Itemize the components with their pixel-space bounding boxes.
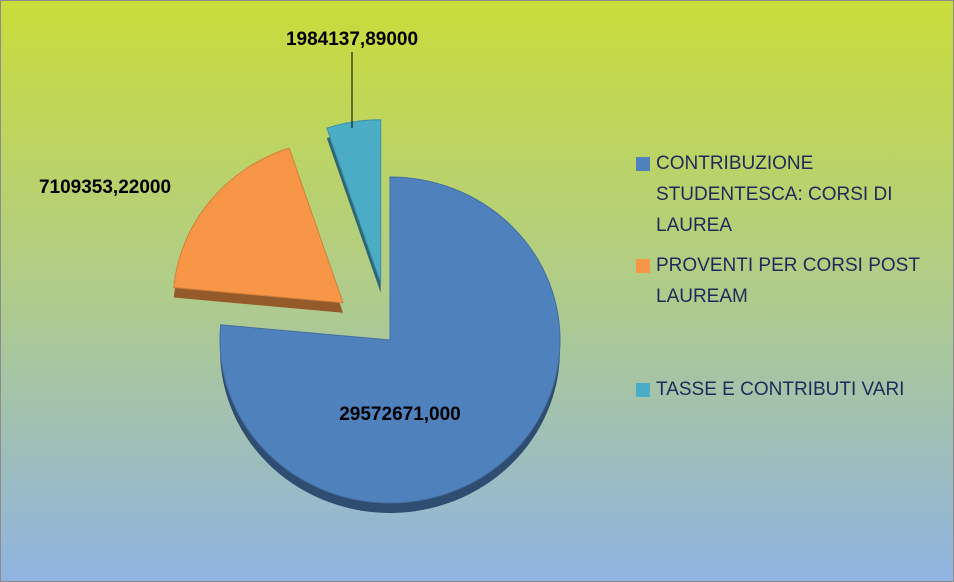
slice <box>326 119 382 283</box>
value-label: 29572671,000 <box>339 404 461 425</box>
value-label: 1984137,89000 <box>286 29 418 50</box>
slice <box>173 147 344 304</box>
legend-item: TASSE E CONTRIBUTI VARI <box>636 374 904 405</box>
value-label: 7109353,22000 <box>39 177 171 198</box>
legend-swatch <box>636 157 650 171</box>
legend-label: CONTRIBUZIONE STUDENTESCA: CORSI DI LAUR… <box>656 153 893 236</box>
legend-item: CONTRIBUZIONE STUDENTESCA: CORSI DI LAUR… <box>636 148 946 241</box>
legend-label: PROVENTI PER CORSI POST LAUREAM <box>656 255 920 307</box>
slice <box>219 176 561 504</box>
legend-swatch <box>636 383 650 397</box>
legend-item: PROVENTI PER CORSI POST LAUREAM <box>636 250 946 312</box>
legend-label: TASSE E CONTRIBUTI VARI <box>656 379 905 400</box>
legend-swatch <box>636 259 650 273</box>
